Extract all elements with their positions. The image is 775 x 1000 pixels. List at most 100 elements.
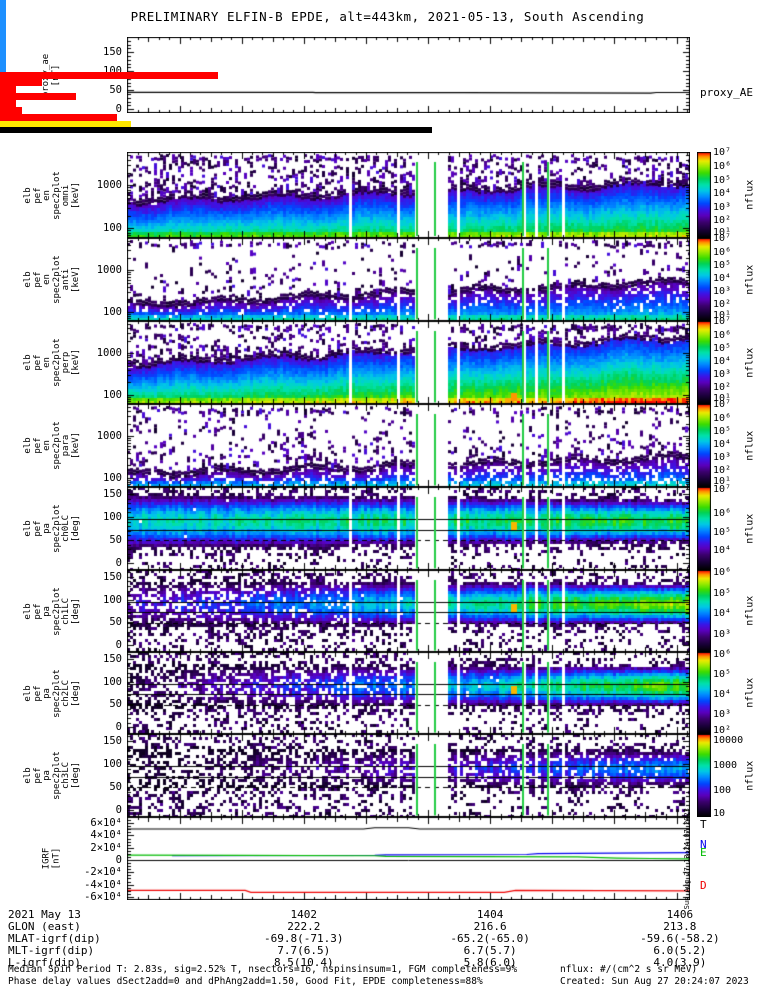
creation-timestamp-vertical: Sun Aug 27 13:24:07 2023 [682,808,694,909]
colorbar-units-en_anti-text: nflux [744,264,756,295]
status-bar-black [0,127,432,133]
status-square-blue-11 [0,66,6,72]
colorbar-units-en_para: nflux [742,404,758,487]
table-cell-1-1: 216.6 [473,920,507,933]
ytick-pa_ch0-0: 0 [115,557,122,570]
colorbar-label-en_perp-0: 10⁷ [713,316,732,327]
panel-pa_ch1-canvas [127,570,690,652]
colorbar-label-pa_ch3-0: 10000 [713,734,744,746]
creation-timestamp-vertical-text: Sun Aug 27 13:24:07 2023 [683,807,692,910]
panel-igrf-canvas [127,817,690,900]
ytick-igrf-2: 2×10⁴ [90,841,122,854]
panel-pa_ch3-canvas [127,734,690,817]
colorbar-en_anti [697,238,711,321]
ytick-igrf-3: 0 [115,854,122,867]
table-row-label-0: 2021 May 13 [8,908,81,921]
colorbar-label-en_anti-3: 10⁴ [713,272,732,284]
colorbar-label-pa_ch3-3: 10 [713,807,726,819]
ytick-pa_ch0-2: 100 [103,510,122,523]
table-cell-4-1: 5.8(6.0) [463,956,517,969]
colorbar-label-en_omni-5: 10² [713,214,732,226]
colorbar-pa_ch2 [697,652,711,734]
ytick-pa_ch3-2: 100 [103,757,122,770]
colorbar-label-en_omni-4: 10³ [713,202,732,214]
colorbar-label-pa_ch3-1: 1000 [713,759,738,771]
table-cell-3-0: 7.7(6.5) [277,944,331,957]
ylabel-en_perp-text: elb pef en spec2plot perp [keV] [22,338,81,387]
colorbar-label-en_para-0: 10⁷ [713,399,732,410]
table-row-label-4: L-igrf(dip) [8,956,81,969]
table-cell-1-2: 213.8 [663,920,697,933]
colorbar-label-en_anti-2: 10⁵ [713,260,732,272]
status-square-blue-3 [0,18,6,24]
ytick-proxy-0: 0 [115,103,122,116]
page-title: PRELIMINARY ELFIN-B EPDE, alt=443km, 202… [130,9,645,24]
status-square-blue-6 [0,36,6,42]
status-bar-red-4 [0,100,16,107]
ytick-en_anti-1: 1000 [96,264,122,277]
colorbar-label-en_perp-6: 10¹ [713,393,732,405]
ytick-pa_ch1-2: 100 [103,593,122,606]
ytick-pa_ch1-3: 150 [103,570,122,583]
ytick-en_anti-0: 100 [103,305,122,318]
colorbar-label-en_anti-6: 10¹ [713,310,732,322]
ytick-pa_ch1-0: 0 [115,639,122,652]
ytick-pa_ch3-0: 0 [115,804,122,817]
ytick-pa_ch0-1: 50 [109,534,122,547]
quality-indicator-bars [0,0,432,133]
status-square-blue-0 [0,0,6,6]
table-cell-0-2: 1406 [666,908,694,921]
panel-pa_ch0-canvas [127,487,690,570]
colorbar-label-pa_ch1-2: 10⁴ [713,608,732,620]
colorbar-label-en_perp-1: 10⁶ [713,329,732,341]
colorbar-units-en_omni: nflux [742,152,758,238]
footer-created: Created: Sun Aug 27 20:24:07 2023 [560,976,749,987]
colorbar-label-en_omni-6: 10¹ [713,226,732,238]
colorbar-units-en_omni-text: nflux [744,179,756,211]
colorbar-label-en_omni-2: 10⁵ [713,175,732,187]
colorbar-label-en_perp-5: 10² [713,381,732,393]
colorbar-label-pa_ch2-1: 10⁵ [713,669,732,681]
ytick-en_para-0: 100 [103,471,122,484]
colorbar-label-en_para-3: 10⁴ [713,438,732,450]
status-square-blue-2 [0,12,6,18]
ylabel-en_anti-text: elb pef en spec2plot anti [keV] [22,255,81,304]
status-bar-red-5 [0,107,22,114]
colorbar-label-en_omni-0: 10⁷ [713,147,732,158]
colorbar-label-en_para-5: 10² [713,464,732,476]
igrf-series-label-D: D [700,879,707,893]
panel-en_para-canvas [127,404,690,487]
ytick-pa_ch2-2: 100 [103,675,122,688]
colorbar-en_perp [697,321,711,404]
colorbar-label-en_para-4: 10³ [713,452,732,464]
colorbar-label-pa_ch2-3: 10³ [713,708,732,720]
panel-en_omni-canvas [127,152,690,238]
colorbar-label-pa_ch2-0: 10⁶ [713,648,732,660]
status-square-blue-9 [0,54,6,60]
ytick-igrf-0: 6×10⁴ [90,817,122,830]
proxy-ae-right-label: proxy_AE [700,86,753,99]
ytick-pa_ch2-0: 0 [115,721,122,734]
table-cell-0-0: 1402 [290,908,318,921]
colorbar-pa_ch1 [697,570,711,652]
colorbar-label-en_perp-4: 10³ [713,369,732,381]
colorbar-label-pa_ch1-3: 10³ [713,628,732,640]
colorbar-label-pa_ch3-2: 100 [713,784,732,796]
ytick-pa_ch3-3: 150 [103,734,122,747]
colorbar-label-en_anti-5: 10² [713,298,732,310]
colorbar-units-pa_ch1: nflux [742,570,758,652]
colorbar-en_omni [697,152,711,238]
ytick-pa_ch0-3: 150 [103,487,122,500]
colorbar-label-pa_ch0-2: 10⁵ [713,526,732,538]
panel-proxy-canvas [127,37,690,113]
ytick-pa_ch1-1: 50 [109,616,122,629]
ytick-proxy-1: 50 [109,84,122,97]
colorbar-label-pa_ch2-2: 10⁴ [713,688,732,700]
ylabel-en_para-text: elb pef en spec2plot para [keV] [22,421,81,470]
colorbar-en_para [697,404,711,487]
colorbar-label-en_anti-0: 10⁷ [713,233,732,244]
ytick-en_perp-1: 1000 [96,347,122,360]
colorbar-units-en_perp: nflux [742,321,758,404]
table-cell-2-2: -59.6(-58.2) [640,932,720,945]
